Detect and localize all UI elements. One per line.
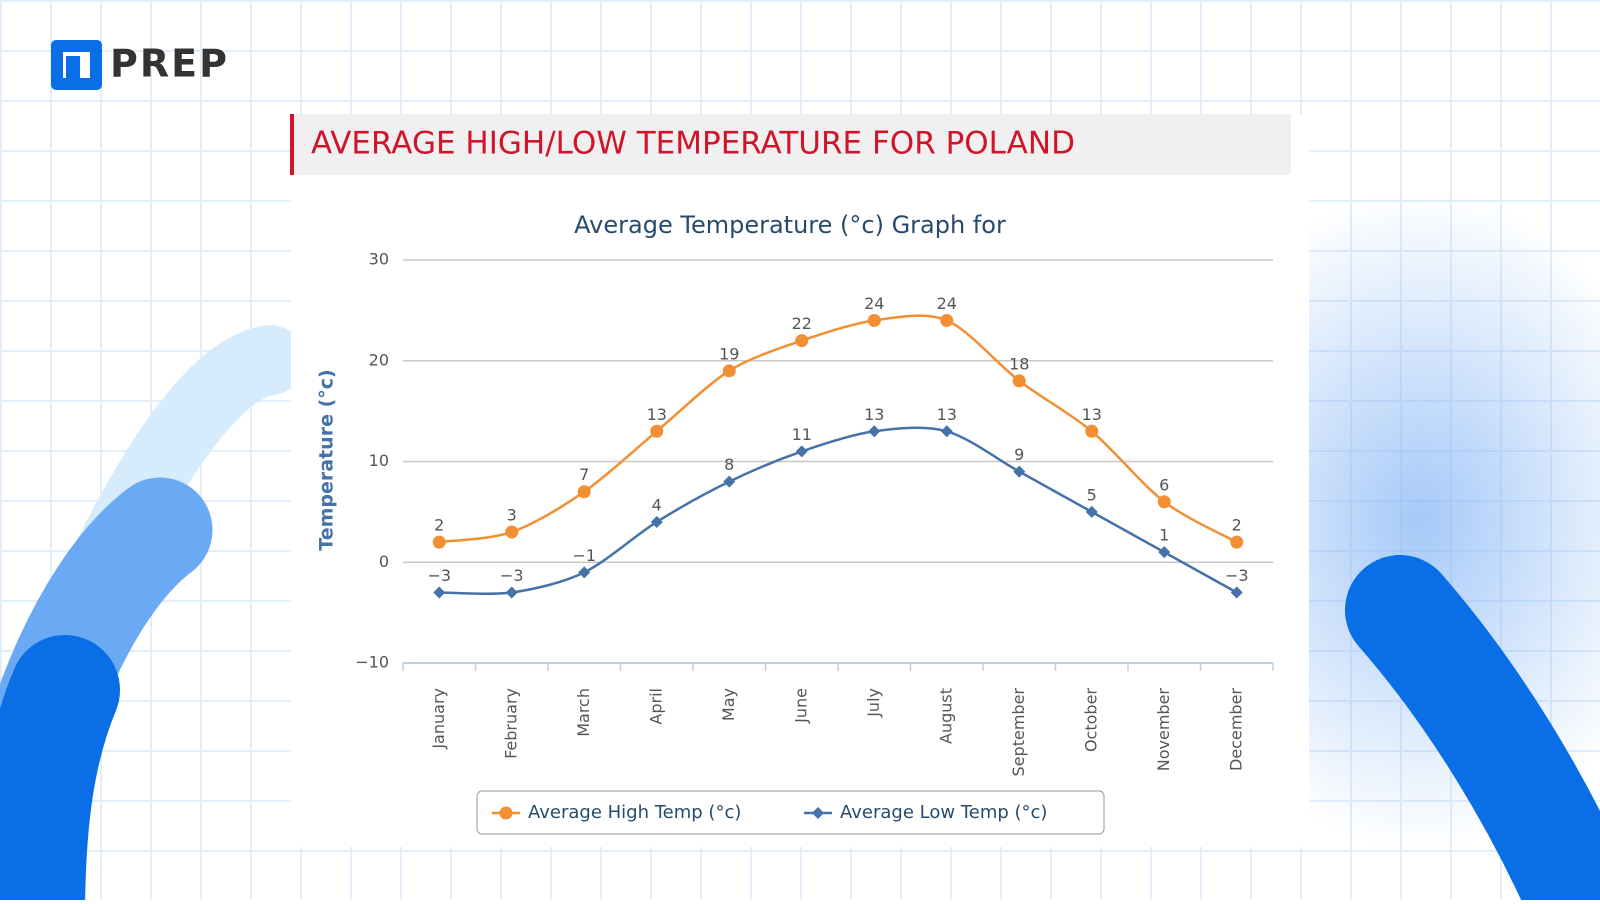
data-label: 7 [579, 465, 589, 484]
x-tick-label: May [719, 688, 738, 721]
data-label: −3 [427, 566, 451, 585]
data-label: 11 [792, 425, 812, 444]
data-label: 13 [647, 405, 667, 424]
y-tick-label: 10 [369, 451, 389, 470]
legend-marker [812, 807, 824, 819]
chart-title: Average Temperature (°c) Graph for [574, 211, 1006, 239]
x-tick-label: December [1226, 688, 1245, 771]
y-tick-label: 20 [369, 350, 389, 369]
data-point [722, 364, 736, 378]
x-tick-label: August [936, 688, 955, 744]
data-label: −3 [500, 566, 524, 585]
header-band [291, 114, 1291, 175]
data-label: 24 [864, 294, 884, 313]
logo: PREP [51, 40, 229, 90]
data-point [578, 566, 591, 579]
data-label: 13 [864, 405, 884, 424]
x-tick-label: March [574, 688, 593, 737]
data-point [1012, 374, 1026, 388]
data-point [650, 424, 664, 438]
data-point [1157, 495, 1171, 509]
data-point [433, 586, 446, 599]
x-tick-label: September [1009, 688, 1028, 777]
data-label: 3 [507, 506, 517, 525]
data-point [577, 485, 591, 499]
data-point [940, 425, 953, 438]
legend-box [476, 790, 1105, 835]
data-label: 22 [792, 314, 812, 333]
data-label: −3 [1225, 566, 1249, 585]
x-tick-label: June [791, 688, 810, 724]
legend-label: Average High Temp (°c) [528, 802, 741, 823]
decor-arc [0, 635, 120, 904]
y-tick-label: −10 [355, 653, 389, 672]
y-tick-label: 30 [369, 250, 389, 269]
data-label: 2 [434, 516, 444, 535]
data-point [940, 313, 954, 327]
data-label: 13 [937, 405, 957, 424]
x-tick-label: November [1154, 688, 1173, 772]
data-point [650, 515, 663, 528]
y-tick-label: 0 [379, 552, 389, 571]
data-label: 8 [724, 455, 734, 474]
data-point [795, 445, 808, 458]
y-axis-label: Temperature (°c) [316, 369, 338, 550]
data-point [432, 535, 446, 549]
data-point [1158, 546, 1171, 559]
legend-label: Average Low Temp (°c) [840, 802, 1047, 823]
data-label: 5 [1087, 485, 1097, 504]
x-tick-label: October [1081, 688, 1100, 752]
x-tick-label: July [864, 688, 883, 718]
data-label: 2 [1232, 516, 1242, 535]
x-tick-label: February [501, 688, 520, 759]
x-tick-label: April [646, 688, 665, 725]
header-accent [290, 114, 294, 175]
data-label: −1 [572, 546, 596, 565]
data-label: 6 [1159, 475, 1169, 494]
data-label: 19 [719, 344, 739, 363]
decor-arc [1345, 555, 1600, 904]
data-point [505, 586, 518, 599]
data-point [505, 525, 519, 539]
logo-icon [66, 56, 80, 90]
header-title: AVERAGE HIGH/LOW TEMPERATURE FOR POLAND [311, 126, 1075, 162]
data-label: 24 [937, 294, 957, 313]
data-point [1230, 586, 1243, 599]
data-point [1230, 535, 1244, 549]
data-label: 1 [1159, 526, 1169, 545]
data-label: 18 [1009, 354, 1029, 373]
data-label: 13 [1082, 405, 1102, 424]
data-point [1085, 424, 1099, 438]
x-tick-label: January [429, 688, 448, 750]
data-label: 9 [1014, 445, 1024, 464]
data-point [1085, 505, 1098, 518]
data-point [795, 334, 809, 348]
data-label: 4 [652, 495, 662, 514]
data-point [868, 425, 881, 438]
data-point [723, 475, 736, 488]
data-point [1013, 465, 1026, 478]
data-point [867, 313, 881, 327]
logo-text: PREP [110, 42, 229, 86]
legend-marker [499, 806, 513, 820]
